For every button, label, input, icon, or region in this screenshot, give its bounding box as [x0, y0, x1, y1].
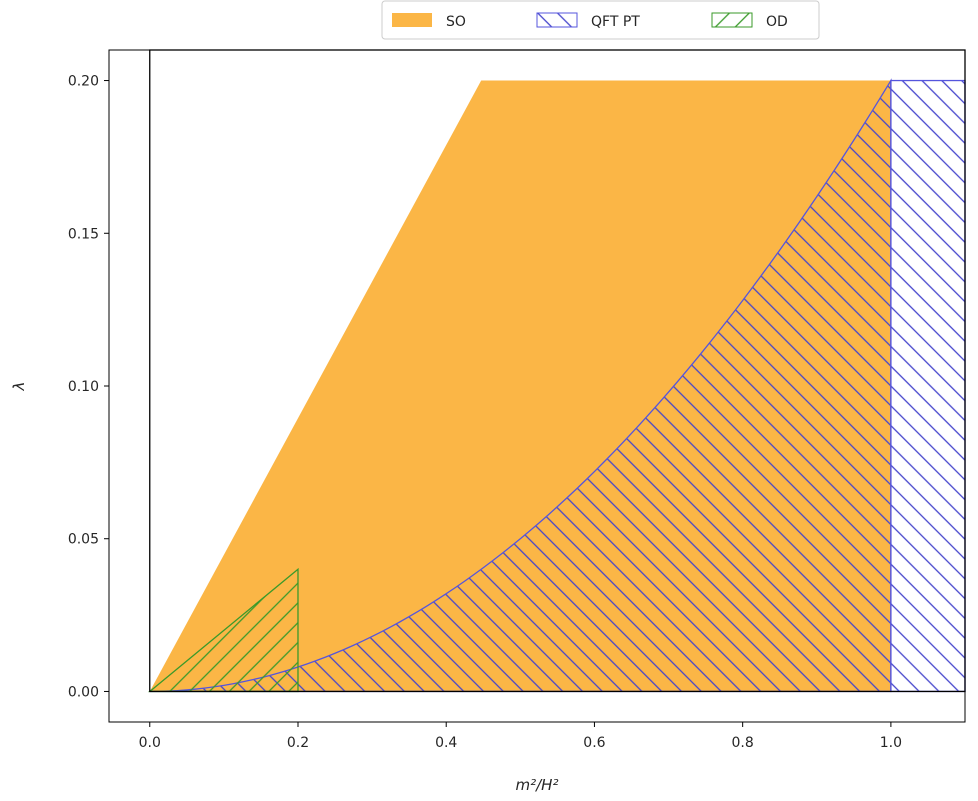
y-tick-label: 0.05: [68, 532, 99, 548]
x-tick-label: 0.0: [139, 735, 161, 751]
qft-pt-extension-region: [890, 79, 966, 693]
plot-area: [147, 49, 966, 693]
legend-box: [381, 0, 820, 40]
x-tick-label: 0.6: [583, 735, 605, 751]
legend-label: SO: [446, 14, 466, 30]
y-tick-label: 0.20: [68, 74, 99, 90]
legend-swatch-qft-pt: [536, 12, 578, 28]
y-tick-label: 0.00: [68, 684, 99, 700]
y-tick-label: 0.10: [68, 379, 99, 395]
legend-swatch-od: [711, 12, 753, 28]
x-tick-label: 0.8: [732, 735, 754, 751]
x-tick-label: 0.4: [435, 735, 457, 751]
x-tick-label: 0.2: [287, 735, 309, 751]
legend-label: OD: [766, 14, 788, 30]
legend-swatch-so: [392, 13, 432, 27]
y-tick-label: 0.15: [68, 226, 99, 242]
legend-label: QFT PT: [591, 14, 640, 30]
legend: SO QFT PT OD: [381, 0, 820, 40]
axes: 0.0 0.2 0.4 0.6 0.8 1.0 0.00 0.05 0.10 0.15 0.20 m²…: [10, 49, 966, 794]
y-axis-label: λ: [10, 382, 28, 392]
x-tick-label: 1.0: [880, 735, 902, 751]
x-axis-label: m²/H²: [516, 776, 559, 794]
